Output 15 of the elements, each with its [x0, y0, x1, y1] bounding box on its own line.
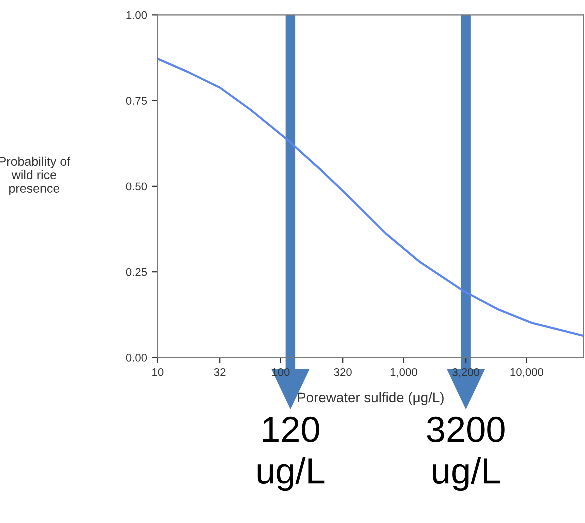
y-tick-label: 0.50	[126, 182, 148, 191]
x-tick-label: 10	[152, 368, 164, 376]
y-tick-label: 1.00	[126, 11, 148, 20]
ref-line-label: 120 ug/L	[258, 416, 325, 492]
y-tick-label: 0.00	[126, 354, 148, 362]
x-axis-title: Porewater sulfide (μg/L)	[298, 392, 444, 406]
x-tick-label: 1,000	[390, 368, 418, 378]
ref-line-label: 3200 ug/L	[427, 416, 505, 492]
y-tick-label: 0.25	[126, 268, 148, 276]
x-tick-label: 3,200	[452, 368, 480, 378]
x-tick-label: 32	[214, 368, 226, 376]
x-tick-label: 320	[334, 368, 352, 376]
y-tick-label: 0.75	[126, 97, 148, 105]
x-tick-label: 10,000	[510, 368, 544, 378]
x-tick-label: 100	[272, 368, 290, 376]
